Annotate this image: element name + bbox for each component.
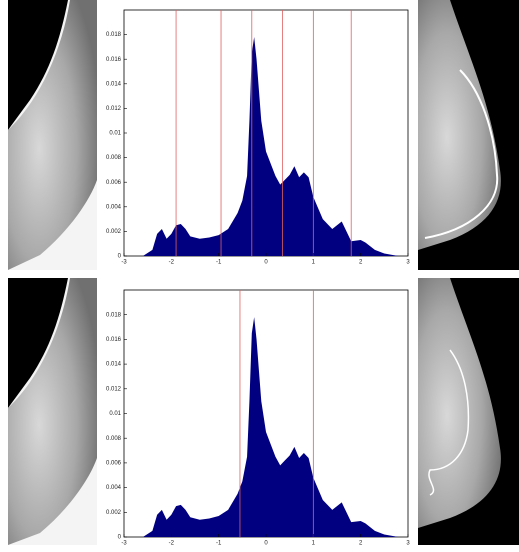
y-tick-label: 0.004 xyxy=(106,204,122,210)
x-tick-label: 0 xyxy=(264,541,268,547)
mammogram-left-top xyxy=(8,0,97,270)
y-tick-label: 0.018 xyxy=(106,32,122,38)
y-tick-label: 0.012 xyxy=(106,386,122,392)
y-tick-label: 0.014 xyxy=(106,81,122,87)
y-tick-label: 0 xyxy=(118,254,122,260)
y-tick-label: 0.008 xyxy=(106,155,122,161)
mammogram-right-top xyxy=(418,0,519,270)
x-tick-label: -3 xyxy=(121,541,127,547)
y-tick-label: 0.012 xyxy=(106,106,122,112)
y-tick-label: 0.008 xyxy=(106,436,122,442)
x-tick-label: -2 xyxy=(169,260,175,266)
x-tick-label: 3 xyxy=(406,541,410,547)
y-tick-label: 0.004 xyxy=(106,485,122,491)
y-tick-label: 0.002 xyxy=(106,510,122,516)
charts: 00.0020.0040.0060.0080.010.0120.0140.016… xyxy=(106,9,410,547)
x-tick-label: -1 xyxy=(216,541,222,547)
x-tick-label: 2 xyxy=(359,260,363,266)
y-tick-label: 0.014 xyxy=(106,362,122,368)
x-tick-label: 1 xyxy=(312,541,316,547)
density-area xyxy=(142,317,399,537)
x-tick-label: -2 xyxy=(169,541,175,547)
x-tick-label: 0 xyxy=(264,260,268,266)
mammogram-right-bottom xyxy=(418,278,519,545)
density-area xyxy=(142,37,399,257)
x-tick-label: -1 xyxy=(216,260,222,266)
y-tick-label: 0.016 xyxy=(106,337,122,343)
y-tick-label: 0.002 xyxy=(106,229,122,235)
y-tick-label: 0.006 xyxy=(106,460,122,466)
y-tick-label: 0 xyxy=(118,535,122,541)
x-tick-label: -3 xyxy=(121,260,127,266)
y-tick-label: 0.018 xyxy=(106,312,122,318)
y-tick-label: 0.01 xyxy=(109,411,121,417)
x-tick-label: 2 xyxy=(359,541,363,547)
y-tick-label: 0.016 xyxy=(106,57,122,63)
y-tick-label: 0.006 xyxy=(106,180,122,186)
mammogram-left-bottom xyxy=(8,278,97,545)
x-tick-label: 3 xyxy=(406,260,410,266)
x-tick-label: 1 xyxy=(312,260,316,266)
y-tick-label: 0.01 xyxy=(109,131,121,137)
